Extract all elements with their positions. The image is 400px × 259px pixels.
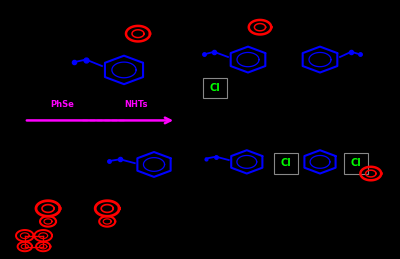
Text: PhSe: PhSe [50, 100, 74, 109]
Bar [203, 78, 227, 98]
Bar [274, 153, 298, 174]
Text: Cl: Cl [281, 158, 291, 168]
Text: Cl: Cl [210, 83, 220, 93]
Text: NHTs: NHTs [124, 100, 148, 109]
Text: Cl: Cl [351, 158, 361, 168]
Bar [344, 153, 368, 174]
